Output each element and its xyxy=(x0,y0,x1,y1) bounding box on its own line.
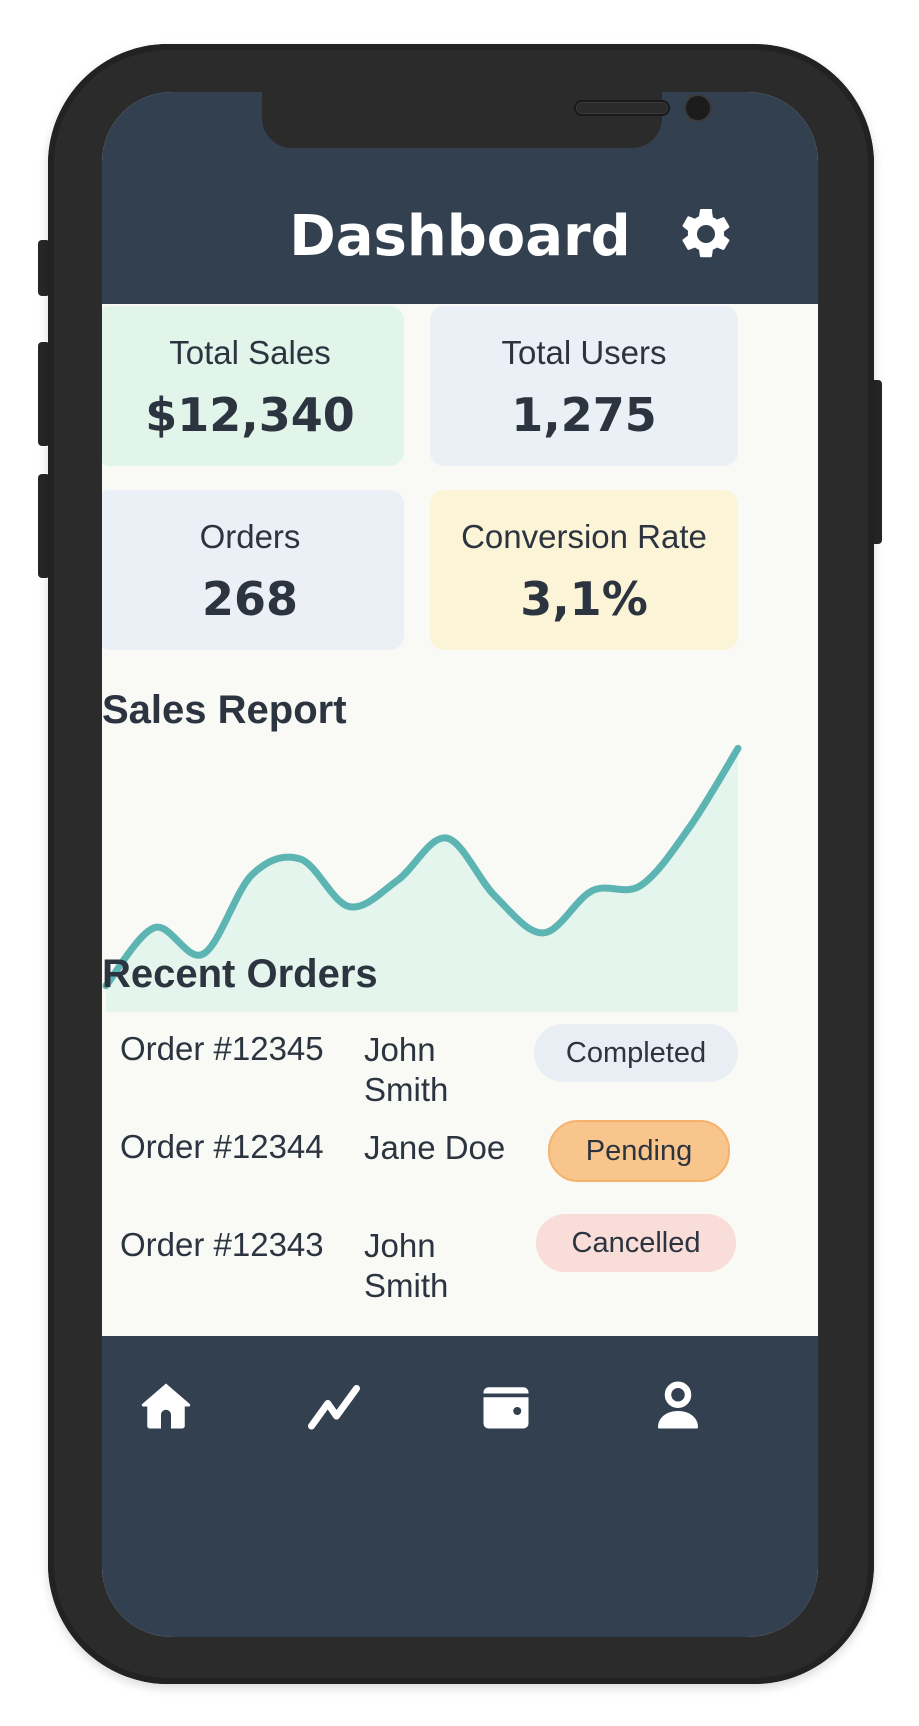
volume-down-button xyxy=(38,474,50,578)
volume-up-button xyxy=(38,342,50,446)
stat-label: Orders xyxy=(199,518,301,555)
trend-chart-icon[interactable] xyxy=(304,1376,364,1436)
bottom-nav xyxy=(102,1336,818,1637)
status-badge-pending[interactable]: Pending xyxy=(548,1120,730,1182)
stat-card-orders[interactable]: Orders 268 xyxy=(102,490,404,650)
page-title: Dashboard xyxy=(289,204,631,269)
order-id: Order #12344 xyxy=(120,1128,324,1165)
stat-value: 268 xyxy=(201,572,299,626)
app-header: Dashboard xyxy=(102,92,818,304)
status-badge-cancelled[interactable]: Cancelled xyxy=(536,1214,736,1272)
stat-card-total-sales[interactable]: Total Sales $12,340 xyxy=(102,306,404,466)
stat-value: 1,275 xyxy=(511,388,657,442)
order-customer: John Smith xyxy=(364,1227,449,1304)
mute-switch xyxy=(38,240,50,296)
gear-icon[interactable] xyxy=(676,204,736,264)
chart-area-fill xyxy=(106,748,738,1012)
order-row[interactable]: Order #12345 John Smith Completed xyxy=(102,1024,818,1118)
wallet-icon[interactable] xyxy=(476,1376,536,1436)
chart-series-line xyxy=(102,744,742,990)
order-row[interactable]: Order #12344 Jane Doe Pending xyxy=(102,1120,818,1216)
stat-value: $12,340 xyxy=(145,388,355,442)
sales-report-title: Sales Report xyxy=(102,688,347,732)
order-id: Order #12343 xyxy=(120,1226,324,1263)
user-icon[interactable] xyxy=(648,1376,708,1436)
order-id: Order #12345 xyxy=(120,1030,324,1067)
phone-notch xyxy=(262,92,712,148)
speaker-grille xyxy=(574,100,670,116)
recent-orders-title: Recent Orders xyxy=(102,952,378,996)
stat-card-conversion-rate[interactable]: Conversion Rate 3,1% xyxy=(430,490,738,650)
order-row[interactable]: Order #12343 John Smith Cancelled xyxy=(102,1214,818,1314)
stat-label: Conversion Rate xyxy=(461,518,707,555)
stat-value: 3,1% xyxy=(520,572,648,626)
home-icon[interactable] xyxy=(136,1376,196,1436)
app-screen: Dashboard Total Sales $12,340 Total User… xyxy=(102,92,818,1637)
order-customer: Jane Doe xyxy=(364,1129,506,1166)
stat-label: Total Sales xyxy=(169,334,331,371)
front-camera xyxy=(684,94,712,122)
stat-card-total-users[interactable]: Total Users 1,275 xyxy=(430,306,738,466)
order-customer: John Smith xyxy=(364,1031,449,1108)
status-badge-completed[interactable]: Completed xyxy=(534,1024,738,1082)
sales-chart xyxy=(102,744,742,1012)
stat-label: Total Users xyxy=(501,334,667,371)
